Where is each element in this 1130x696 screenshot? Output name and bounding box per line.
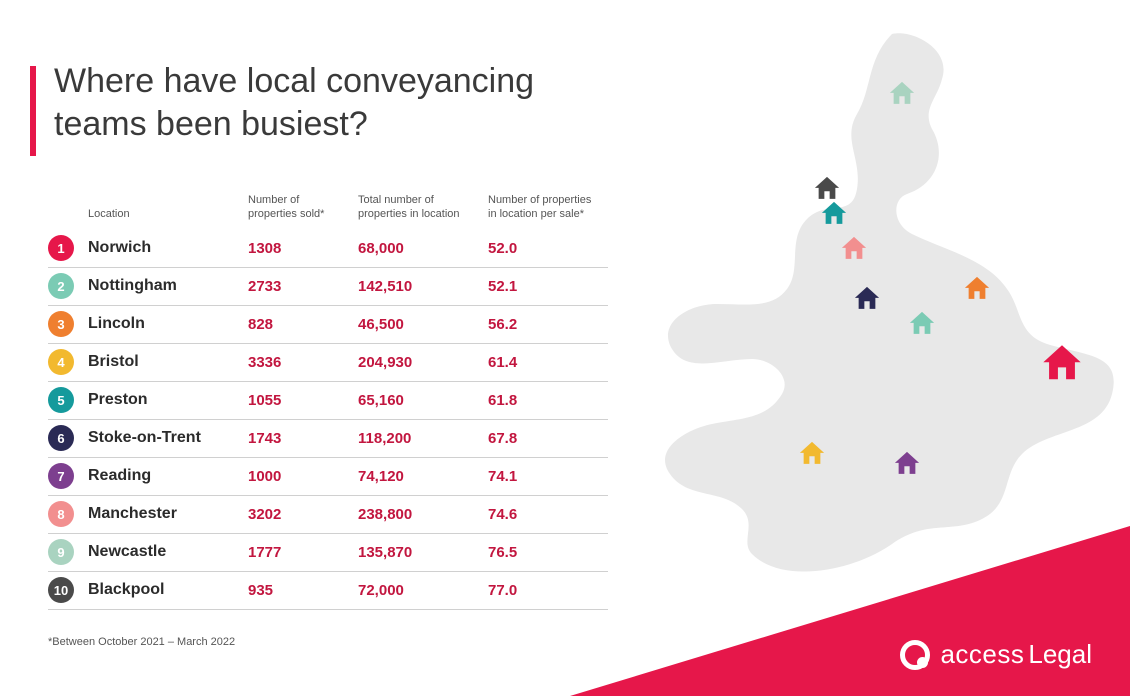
col-header-location: Location [88,208,248,222]
per-sale-cell: 56.2 [488,316,608,333]
accent-bar [30,66,36,156]
table-row: 2 Nottingham2733142,51052.1 [48,268,608,306]
total-cell: 72,000 [358,582,488,599]
brand-word-2: Legal [1028,639,1092,669]
total-cell: 135,870 [358,544,488,561]
table-header-row: Location Number of properties sold* Tota… [48,194,608,230]
rank-badge: 6 [48,425,74,451]
table-row: 1 Norwich130868,00052.0 [48,230,608,268]
location-cell: Bristol [88,353,248,371]
per-sale-cell: 52.1 [488,278,608,295]
table-row: 6 Stoke-on-Trent1743118,20067.8 [48,420,608,458]
per-sale-cell: 74.1 [488,468,608,485]
sold-cell: 1000 [248,468,358,485]
brand-word-1: access [940,639,1024,669]
data-table: Location Number of properties sold* Tota… [48,194,608,610]
col-header-sold: Number of properties sold* [248,194,358,222]
sold-cell: 2733 [248,278,358,295]
table-row: 9Newcastle1777135,87076.5 [48,534,608,572]
map-marker [815,177,839,199]
location-cell: Manchester [88,505,248,523]
per-sale-cell: 52.0 [488,240,608,257]
per-sale-cell: 61.8 [488,392,608,409]
sold-cell: 935 [248,582,358,599]
infographic-root: Where have local conveyancing teams been… [0,0,1130,696]
sold-cell: 1308 [248,240,358,257]
location-cell: Blackpool [88,581,248,599]
sold-cell: 1055 [248,392,358,409]
rank-badge: 4 [48,349,74,375]
uk-map [592,24,1122,594]
table-row: 8 Manchester3202238,80074.6 [48,496,608,534]
total-cell: 118,200 [358,430,488,447]
location-cell: Norwich [88,239,248,257]
sold-cell: 1743 [248,430,358,447]
per-sale-cell: 67.8 [488,430,608,447]
total-cell: 68,000 [358,240,488,257]
rank-badge: 5 [48,387,74,413]
total-cell: 74,120 [358,468,488,485]
brand-ring-icon [900,640,930,670]
table-row: 3 Lincoln82846,50056.2 [48,306,608,344]
col-header-total: Total number of properties in location [358,194,488,222]
per-sale-cell: 74.6 [488,506,608,523]
total-cell: 65,160 [358,392,488,409]
map-svg [592,24,1122,594]
location-cell: Lincoln [88,315,248,333]
brand-logo: accessLegal [900,639,1092,670]
map-landmass [665,33,1114,571]
total-cell: 46,500 [358,316,488,333]
table-row: 10Blackpool93572,00077.0 [48,572,608,610]
location-cell: Stoke-on-Trent [88,429,248,447]
table-row: 4 Bristol3336204,93061.4 [48,344,608,382]
rank-badge: 3 [48,311,74,337]
rank-badge: 2 [48,273,74,299]
sold-cell: 828 [248,316,358,333]
rank-badge: 9 [48,539,74,565]
brand-triangle-shape [570,526,1130,696]
sold-cell: 1777 [248,544,358,561]
location-cell: Preston [88,391,248,409]
table-body: 1 Norwich130868,00052.0 2 Nottingham2733142… [48,230,608,610]
per-sale-cell: 61.4 [488,354,608,371]
page-title: Where have local conveyancing teams been… [54,60,554,145]
rank-badge: 10 [48,577,74,603]
sold-cell: 3202 [248,506,358,523]
total-cell: 204,930 [358,354,488,371]
rank-badge: 1 [48,235,74,261]
col-header-per-sale: Number of properties in location per sal… [488,194,608,222]
house-icon [815,177,839,199]
location-cell: Nottingham [88,277,248,295]
rank-badge: 7 [48,463,74,489]
brand-triangle [570,526,1130,696]
total-cell: 238,800 [358,506,488,523]
rank-badge: 8 [48,501,74,527]
location-cell: Reading [88,467,248,485]
table-row: 5 Preston105565,16061.8 [48,382,608,420]
table-row: 7 Reading100074,12074.1 [48,458,608,496]
location-cell: Newcastle [88,543,248,561]
total-cell: 142,510 [358,278,488,295]
sold-cell: 3336 [248,354,358,371]
